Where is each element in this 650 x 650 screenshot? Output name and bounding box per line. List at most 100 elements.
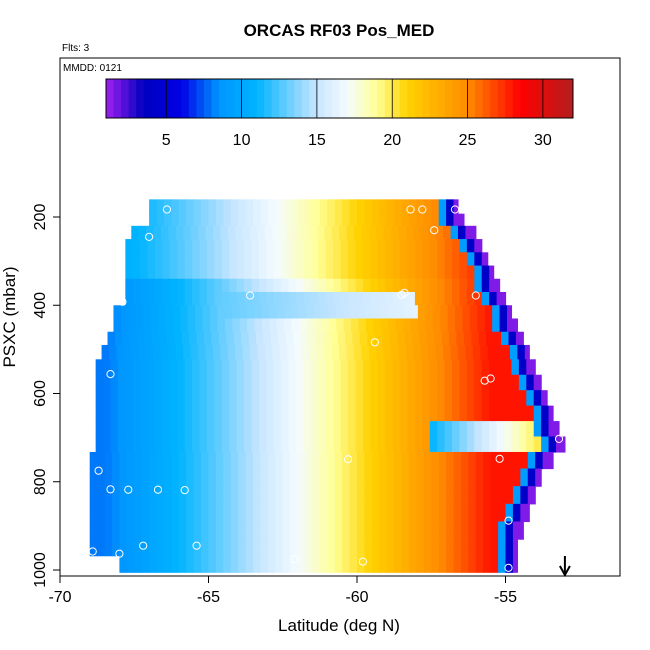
heat-cell — [290, 555, 299, 573]
heat-cell — [541, 421, 550, 438]
heat-cell — [441, 331, 450, 346]
heat-cell — [504, 421, 513, 438]
heat-cell — [214, 374, 223, 391]
heat-cell — [310, 239, 319, 253]
heat-cell — [459, 265, 468, 280]
heat-cell — [474, 265, 483, 280]
heat-cell — [483, 521, 492, 540]
heat-cell — [440, 305, 449, 320]
x-tick-label: -70 — [48, 589, 71, 606]
heat-cell — [392, 374, 401, 391]
heat-cell — [134, 503, 143, 523]
heat-cell — [281, 265, 290, 280]
heat-cell — [299, 305, 308, 320]
heat-cell — [223, 539, 232, 557]
heat-cell — [264, 225, 273, 240]
heat-cell — [343, 305, 352, 320]
heat-cell — [365, 305, 374, 320]
heat-cell — [238, 451, 247, 470]
heat-cell — [169, 239, 178, 253]
heat-cell — [468, 555, 477, 573]
heat-cell — [273, 265, 282, 280]
heat-cell — [119, 555, 128, 573]
heat-cell — [229, 292, 238, 306]
heat-cell — [178, 213, 187, 227]
colorbar-swatch — [309, 79, 318, 118]
heat-cell — [505, 451, 514, 470]
heat-cell — [282, 555, 291, 573]
heat-cell — [385, 405, 394, 422]
heat-cell — [385, 390, 394, 407]
heat-cell — [414, 252, 423, 267]
colorbar-swatch — [264, 79, 273, 118]
heat-cell — [394, 199, 403, 215]
heat-cell — [232, 318, 241, 333]
heat-cell — [413, 225, 422, 240]
heat-cell — [155, 436, 164, 453]
sample-point — [418, 205, 427, 214]
colorbar-swatch — [196, 79, 205, 118]
heat-cell — [215, 199, 224, 215]
colorbar-swatch — [497, 79, 506, 118]
heat-cell — [355, 405, 364, 422]
heat-cell — [313, 305, 322, 320]
heat-cell — [288, 292, 297, 306]
heat-cell — [495, 344, 504, 360]
colorbar-swatch — [467, 79, 476, 118]
heat-cell — [459, 359, 468, 376]
sample-point — [162, 205, 171, 214]
heat-cell — [199, 405, 208, 422]
heat-cell — [207, 252, 216, 267]
heat-cell — [377, 265, 386, 280]
heat-cell — [147, 265, 156, 280]
heat-cell — [156, 468, 165, 487]
heat-cell — [364, 199, 373, 215]
heat-cell — [184, 359, 193, 376]
colorbar-swatch — [399, 79, 408, 118]
heat-cell — [187, 305, 196, 320]
heat-cell — [178, 468, 187, 487]
heat-cell — [297, 555, 306, 573]
heat-cell — [288, 405, 297, 422]
heat-cell — [207, 405, 216, 422]
heat-cell — [199, 390, 208, 407]
heat-cell — [212, 225, 221, 240]
x-axis: -70 -65 -60 -55 — [48, 576, 517, 606]
heat-cell — [122, 331, 131, 346]
heat-cell — [281, 405, 290, 422]
heat-cell — [150, 305, 159, 320]
heat-cell — [392, 421, 401, 438]
heat-cell — [236, 390, 245, 407]
heat-cell — [258, 390, 268, 407]
heat-cell — [453, 555, 462, 573]
heat-cell — [282, 451, 291, 470]
heat-cell — [296, 278, 305, 293]
heat-cell — [385, 374, 394, 391]
heat-cell — [319, 555, 328, 573]
heat-cell — [408, 468, 417, 487]
heat-cell — [192, 390, 201, 407]
heat-cell — [163, 486, 172, 505]
heat-cell — [370, 265, 379, 280]
sample-point — [145, 232, 154, 241]
heat-cell — [318, 252, 327, 267]
heat-cell — [316, 225, 325, 240]
heat-cell — [472, 344, 481, 360]
heat-cell — [113, 318, 122, 333]
heat-cell — [486, 331, 495, 346]
heat-cell — [162, 278, 171, 293]
heat-cell — [169, 436, 178, 453]
heat-cell — [305, 468, 314, 487]
heat-cell — [498, 503, 507, 523]
heat-cell — [517, 344, 526, 360]
heat-cell — [251, 252, 260, 267]
heat-cell — [171, 555, 180, 573]
heat-cell — [131, 225, 140, 240]
heat-cell — [192, 239, 201, 253]
heat-cell — [386, 199, 395, 215]
heat-cell — [466, 421, 475, 438]
heat-cell — [328, 305, 337, 320]
heat-cell — [208, 468, 217, 487]
colorbar-swatch — [173, 79, 182, 118]
